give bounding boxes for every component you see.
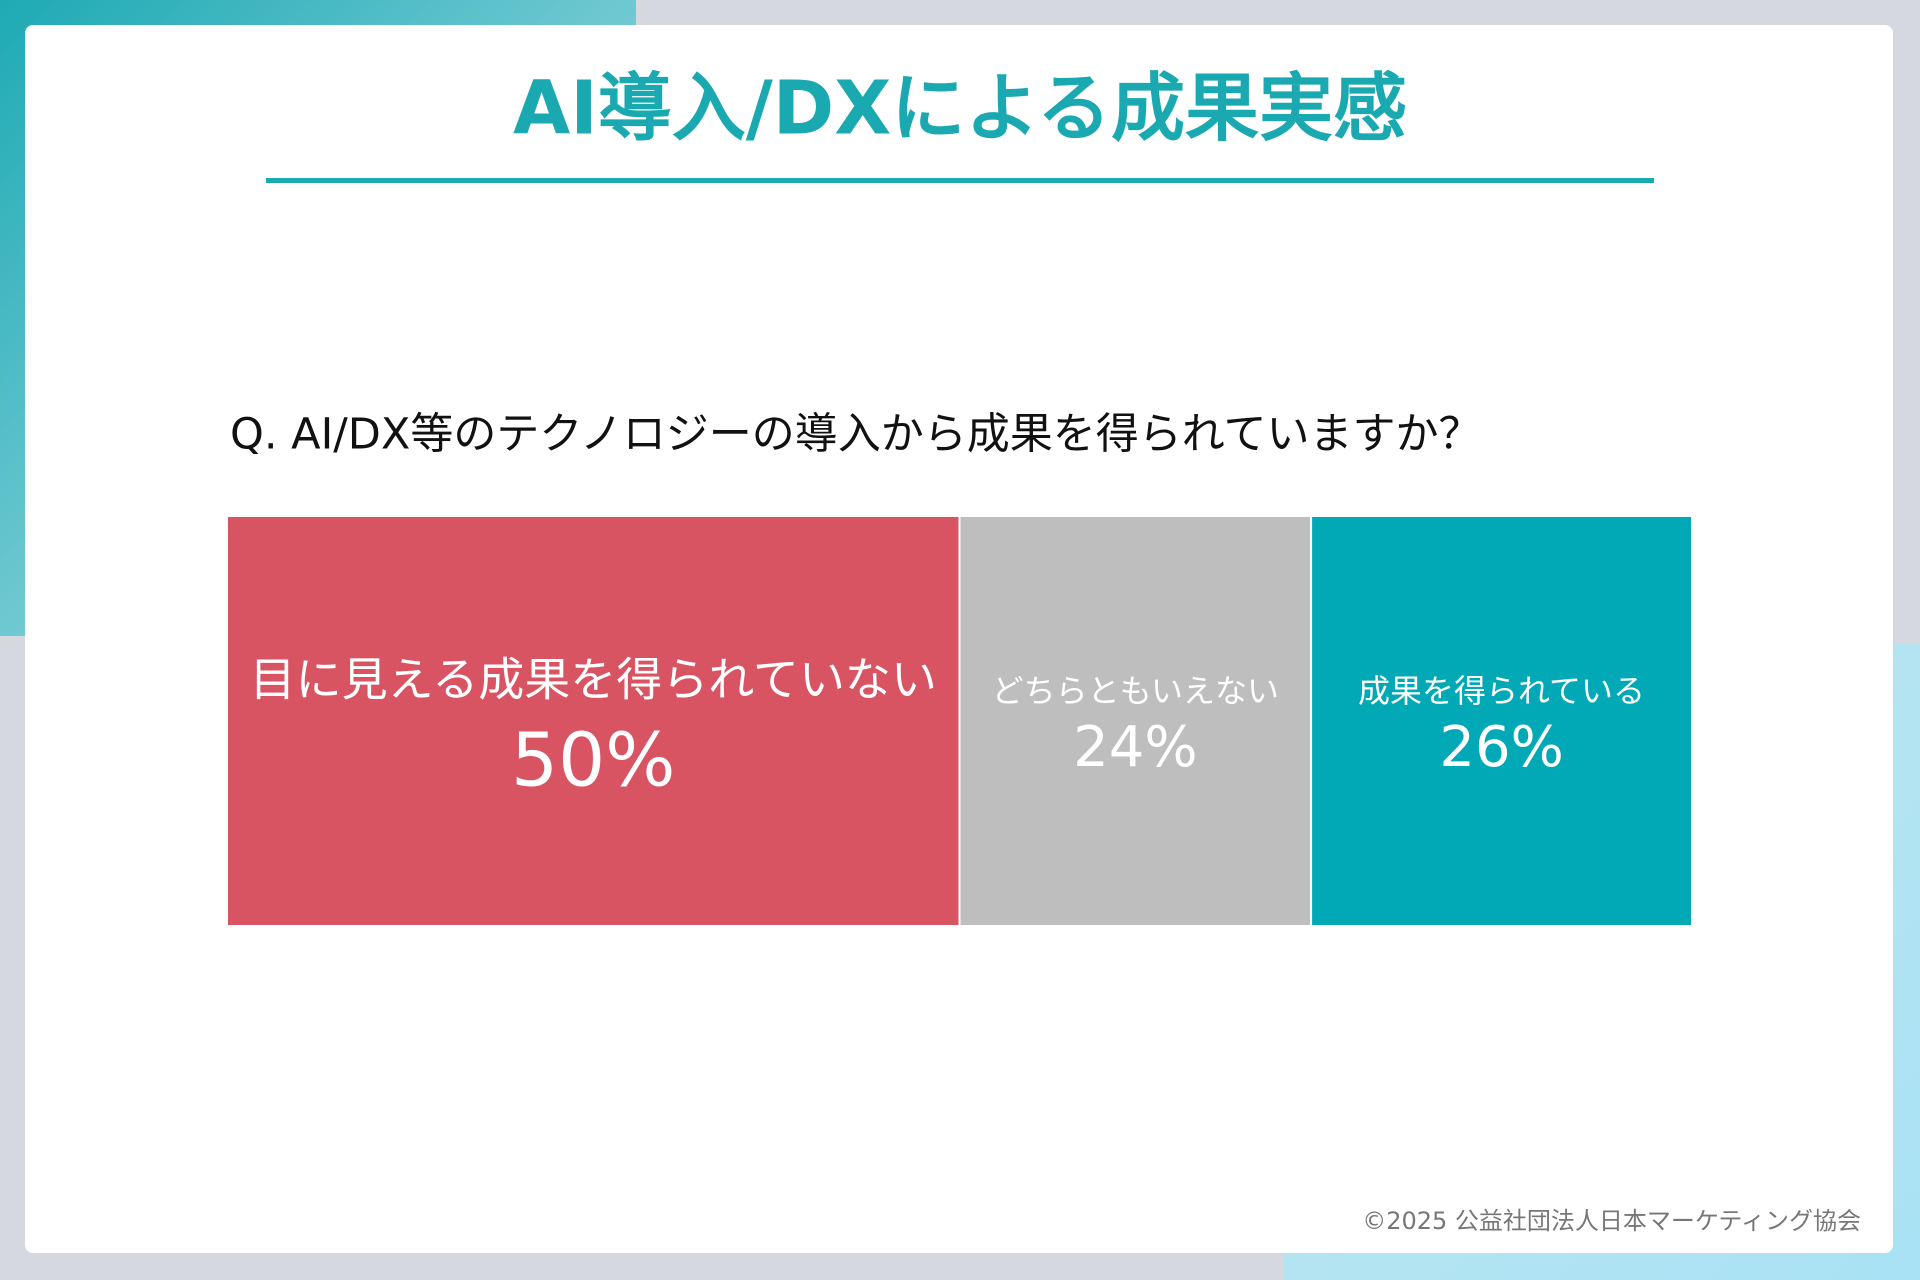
value-label: 26% bbox=[1439, 715, 1563, 780]
bar-segment bbox=[958, 515, 1313, 927]
title-underline bbox=[266, 178, 1654, 183]
segment-label: 成果を得られている bbox=[1358, 672, 1645, 710]
bar-segment bbox=[226, 515, 961, 927]
value-label: 50% bbox=[511, 718, 675, 804]
footer: ©2025 公益社団法人日本マーケティング協会 bbox=[1362, 1207, 1861, 1235]
bar-segment bbox=[1310, 515, 1693, 927]
title: AI導入/DXによる成果実感 bbox=[513, 66, 1407, 152]
segment-label: どちらともいえない bbox=[992, 672, 1279, 710]
value-label: 24% bbox=[1073, 715, 1197, 780]
segment-label: 目に見える成果を得られていない bbox=[250, 653, 937, 707]
question: Q. AI/DX等のテクノロジーの導入から成果を得られていますか？ bbox=[230, 410, 1481, 460]
